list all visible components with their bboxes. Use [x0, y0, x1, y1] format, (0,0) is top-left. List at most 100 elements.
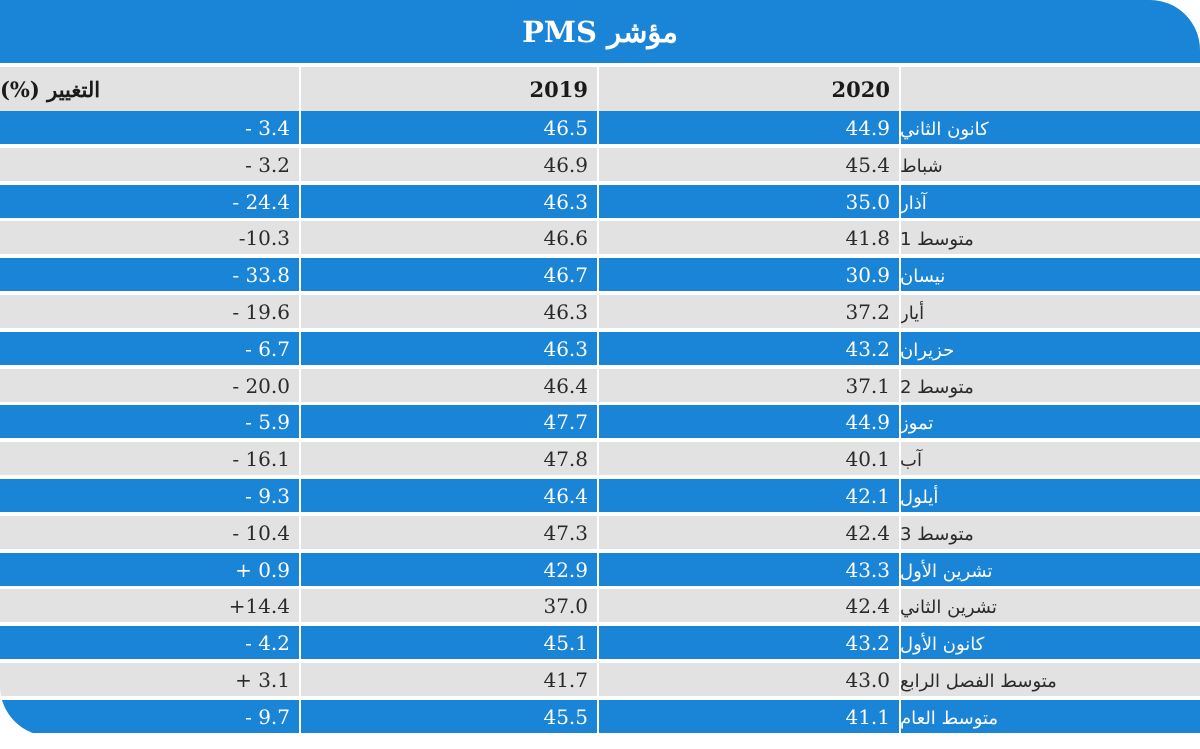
- table-row: - 3.4 46.5 44.9 كانون الثاني: [0, 111, 1200, 144]
- change-cell: - 3.4: [245, 116, 290, 140]
- header-2019: 2019: [529, 76, 588, 102]
- value-2020-cell: 45.4: [845, 152, 890, 177]
- column-divider: [899, 442, 901, 476]
- column-divider: [299, 515, 301, 549]
- table-row: - 10.4 47.3 42.4 متوسط 3: [0, 515, 1200, 549]
- column-divider: [597, 67, 599, 111]
- change-cell: - 19.6: [232, 300, 290, 324]
- column-divider: [899, 699, 901, 733]
- change-cell: - 16.1: [232, 447, 290, 472]
- month-cell: آب: [900, 450, 922, 472]
- column-divider: [299, 663, 301, 696]
- value-2019-cell: 46.3: [543, 300, 588, 324]
- change-cell: + 3.1: [235, 668, 290, 692]
- change-cell: + 0.9: [235, 557, 290, 582]
- change-cell: -10.3: [238, 226, 290, 251]
- value-2020-cell: 44.9: [845, 116, 890, 140]
- value-2020-cell: 35.0: [845, 189, 890, 214]
- column-divider: [299, 368, 301, 402]
- change-cell: - 9.3: [245, 484, 290, 508]
- table-row: +14.4 37.0 42.4 تشرين الثاني: [0, 589, 1200, 623]
- table-row: - 16.1 47.8 40.1 آب: [0, 442, 1200, 476]
- month-cell: كانون الثاني: [900, 119, 989, 140]
- value-2020-cell: 43.3: [845, 557, 890, 582]
- table-row: - 20.0 46.4 37.1 متوسط 2: [0, 368, 1200, 402]
- value-2020-cell: 43.2: [845, 631, 890, 656]
- value-2020-cell: 43.0: [845, 668, 890, 692]
- month-cell: حزيران: [900, 339, 955, 361]
- month-cell: تموز: [900, 413, 934, 435]
- month-cell: متوسط 2: [900, 376, 974, 398]
- column-divider: [299, 111, 301, 144]
- month-cell: تشرين الثاني: [900, 597, 997, 619]
- change-cell: - 33.8: [232, 263, 290, 288]
- value-2019-cell: 46.7: [543, 263, 588, 288]
- column-divider: [597, 479, 599, 512]
- column-divider: [597, 368, 599, 402]
- value-2019-cell: 47.3: [543, 520, 588, 545]
- column-divider: [299, 221, 301, 255]
- month-cell: كانون الأول: [900, 634, 985, 656]
- month-cell: متوسط 3: [900, 523, 974, 545]
- column-divider: [597, 699, 599, 733]
- column-divider: [597, 221, 599, 255]
- month-cell: آذار: [900, 192, 927, 214]
- header-change: التغيير (%): [0, 76, 101, 102]
- value-2020-cell: 42.4: [845, 520, 890, 545]
- value-2019-cell: 41.7: [543, 668, 588, 692]
- column-divider: [299, 589, 301, 623]
- column-divider: [899, 331, 901, 365]
- column-divider: [597, 515, 599, 549]
- value-2019-cell: 46.9: [543, 152, 588, 177]
- table-row: - 9.3 46.4 42.1 أيلول: [0, 479, 1200, 512]
- column-divider: [899, 663, 901, 696]
- value-2019-cell: 37.0: [543, 594, 588, 619]
- table-row: - 19.6 46.3 37.2 أيار: [0, 295, 1200, 328]
- column-divider: [597, 295, 599, 328]
- month-cell: نيسان: [900, 266, 946, 288]
- value-2020-cell: 44.9: [845, 410, 890, 435]
- column-divider: [597, 589, 599, 623]
- header-row: التغيير (%) 2019 2020: [0, 67, 1200, 111]
- change-cell: - 6.7: [245, 336, 290, 361]
- value-2019-cell: 46.4: [543, 373, 588, 398]
- column-divider: [899, 221, 901, 255]
- change-cell: +14.4: [228, 594, 290, 619]
- value-2019-cell: 46.5: [543, 116, 588, 140]
- column-divider: [899, 405, 901, 439]
- column-divider: [597, 405, 599, 439]
- value-2020-cell: 40.1: [845, 447, 890, 472]
- value-2020-cell: 37.1: [845, 373, 890, 398]
- column-divider: [597, 147, 599, 181]
- column-divider: [899, 626, 901, 660]
- column-divider: [899, 184, 901, 218]
- column-divider: [299, 699, 301, 733]
- column-divider: [299, 331, 301, 365]
- value-2020-cell: 41.8: [845, 226, 890, 251]
- column-divider: [597, 331, 599, 365]
- change-cell: - 5.9: [245, 410, 290, 435]
- column-divider: [299, 405, 301, 439]
- value-2019-cell: 47.8: [543, 447, 588, 472]
- value-2019-cell: 45.1: [543, 631, 588, 656]
- value-2019-cell: 42.9: [543, 557, 588, 582]
- column-divider: [899, 479, 901, 512]
- month-cell: متوسط 1: [900, 229, 974, 251]
- column-divider: [597, 663, 599, 696]
- month-cell: تشرين الأول: [900, 560, 993, 582]
- value-2020-cell: 42.4: [845, 594, 890, 619]
- table-row: + 0.9 42.9 43.3 تشرين الأول: [0, 552, 1200, 586]
- month-cell: أيلول: [900, 487, 939, 508]
- header-month: [900, 67, 1200, 111]
- table-title-text: مؤشر PMS: [522, 14, 678, 49]
- column-divider: [899, 368, 901, 402]
- column-divider: [299, 295, 301, 328]
- column-divider: [299, 147, 301, 181]
- value-2020-cell: 42.1: [845, 484, 890, 508]
- value-2019-cell: 46.6: [543, 226, 588, 251]
- column-divider: [899, 589, 901, 623]
- table-row: - 9.7 45.5 41.1 متوسط العام: [0, 699, 1200, 733]
- column-divider: [899, 295, 901, 328]
- month-cell: شباط: [900, 155, 943, 177]
